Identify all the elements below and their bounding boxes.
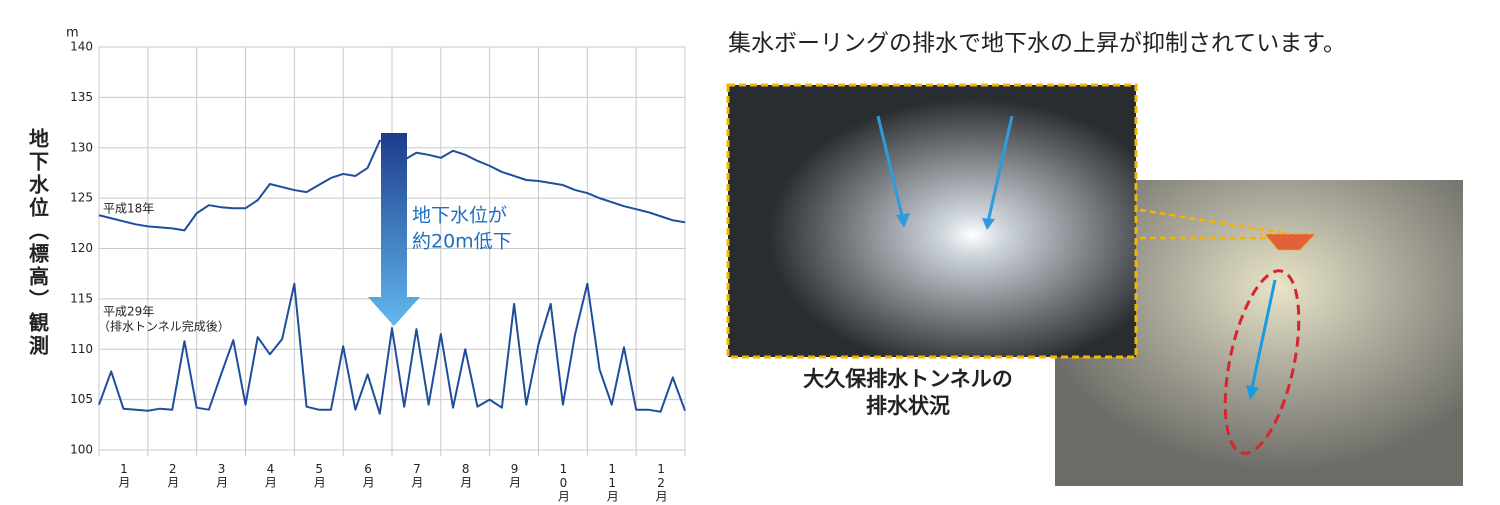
x-tick-label: 4月	[263, 462, 277, 489]
flow-arrow	[876, 115, 1014, 223]
x-tick-label: 7月	[410, 462, 424, 489]
x-tick-label: 3月	[215, 462, 229, 489]
x-tick-label: 11月	[605, 462, 619, 503]
headline: 集水ボーリングの排水で地下水の上昇が抑制されています。	[728, 31, 1346, 57]
y-unit: m	[66, 26, 79, 41]
flow-arrow-head	[896, 213, 995, 230]
x-tick-label: 10月	[556, 462, 570, 503]
y-tick-label: 120	[70, 241, 93, 255]
y-tick-label: 125	[70, 191, 93, 205]
x-tick-label: 5月	[312, 462, 326, 489]
x-tick-label: 8月	[459, 462, 473, 489]
y-tick-label: 105	[70, 392, 93, 406]
y-axis-label: 地下水位（標高）観測	[26, 128, 50, 358]
x-tick-label: 9月	[508, 462, 522, 489]
y-tick-label: 115	[70, 291, 93, 305]
series-label: 平成29年	[103, 305, 154, 319]
x-tick-label: 1月	[117, 462, 131, 489]
highlight	[1263, 233, 1317, 251]
y-tick-label: 100	[70, 443, 93, 457]
flow-arrow-head	[1246, 385, 1259, 400]
x-tick-label: 2月	[166, 462, 180, 489]
annotation: 地下水位が	[412, 205, 507, 227]
caption: 大久保排水トンネルの	[803, 367, 1013, 391]
arrow	[368, 133, 420, 326]
y-tick-label: 130	[70, 140, 93, 154]
flow-arrow	[1250, 279, 1277, 389]
photo	[726, 83, 1138, 359]
series-label: 平成18年	[103, 202, 154, 216]
x-tick-label: 6月	[361, 462, 375, 489]
annotation: 約20m低下	[412, 231, 512, 253]
x-tick-label: 12月	[654, 462, 668, 503]
y-tick-label: 140	[70, 40, 93, 54]
y-tick-label: 110	[70, 342, 93, 356]
y-tick-label: 135	[70, 90, 93, 104]
caption: 排水状況	[866, 394, 950, 418]
series-note: （排水トンネル完成後）	[98, 319, 230, 334]
series-line	[98, 282, 686, 415]
